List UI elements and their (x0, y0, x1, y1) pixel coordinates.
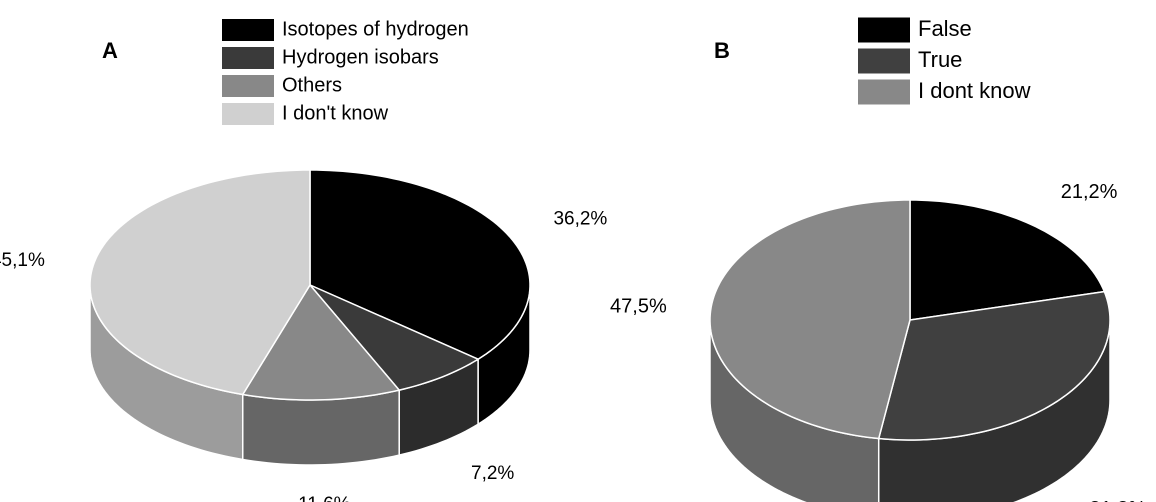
legend-swatch (222, 75, 274, 97)
value-label: 36,2% (553, 209, 607, 230)
legend-label: Isotopes of hydrogen (282, 18, 469, 40)
value-label: 11,6% (298, 494, 351, 502)
pie-slice (709, 199, 911, 440)
legend-label: True (918, 47, 962, 72)
value-label: 31,3% (1089, 498, 1146, 502)
legend-label: Hydrogen isobars (282, 46, 439, 68)
value-label: 45,1% (0, 250, 45, 271)
pie-slice (89, 169, 311, 396)
legend-label: Others (282, 74, 342, 96)
legend-swatch (222, 47, 274, 69)
legend-swatch (858, 48, 910, 74)
pie-slice (241, 283, 401, 401)
panel-label: A (102, 38, 118, 63)
value-label: 7,2% (471, 463, 514, 484)
legend-swatch (222, 19, 274, 41)
legend-swatch (858, 17, 910, 43)
value-label: 21,2% (1061, 181, 1118, 203)
pie-slice (309, 284, 480, 391)
pie-slice (309, 169, 531, 361)
legend-swatch (222, 103, 274, 125)
value-label: 47,5% (610, 296, 667, 318)
pie-slice (877, 290, 1111, 441)
pie-side (241, 389, 401, 466)
legend-label: False (918, 16, 972, 41)
legend-swatch (858, 79, 910, 105)
legend-label: I dont know (918, 78, 1031, 103)
legend-label: I don't know (282, 102, 389, 124)
pie-slice (909, 199, 1106, 321)
panel-label: B (714, 38, 730, 63)
